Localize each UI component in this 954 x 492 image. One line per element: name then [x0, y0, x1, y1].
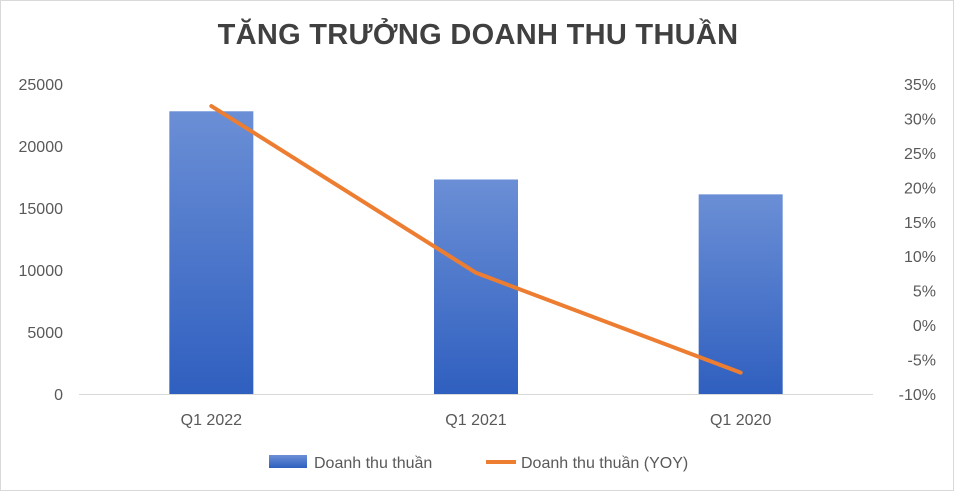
y-left-tick-label: 5000 [27, 325, 63, 342]
y-left-tick-label: 25000 [19, 77, 64, 94]
y-right-tick-label: 30% [904, 111, 936, 128]
x-tick-label: Q1 2021 [445, 412, 506, 429]
y-left-tick-label: 0 [54, 387, 63, 404]
y-left-tick-label: 20000 [19, 139, 64, 156]
y-right-tick-label: -5% [908, 353, 936, 370]
y-right-tick-label: 10% [904, 249, 936, 266]
y-right-tick-label: 25% [904, 146, 936, 163]
y-left-tick-label: 15000 [19, 201, 64, 218]
legend-label-bar: Doanh thu thuần [314, 455, 432, 472]
y-right-tick-label: -10% [899, 387, 936, 404]
bar [434, 179, 518, 394]
y-right-tick-label: 35% [904, 77, 936, 94]
legend-swatch-bar [269, 455, 307, 468]
y-left-tick-label: 10000 [19, 263, 64, 280]
bar [699, 194, 783, 394]
x-tick-label: Q1 2020 [710, 412, 771, 429]
bar [169, 111, 253, 394]
legend-label-line: Doanh thu thuần (YOY) [521, 455, 688, 472]
y-right-tick-label: 20% [904, 180, 936, 197]
y-right-tick-label: 15% [904, 215, 936, 232]
y-right-tick-label: 0% [913, 318, 936, 335]
y-right-tick-label: 5% [913, 284, 936, 301]
x-tick-label: Q1 2022 [181, 412, 242, 429]
